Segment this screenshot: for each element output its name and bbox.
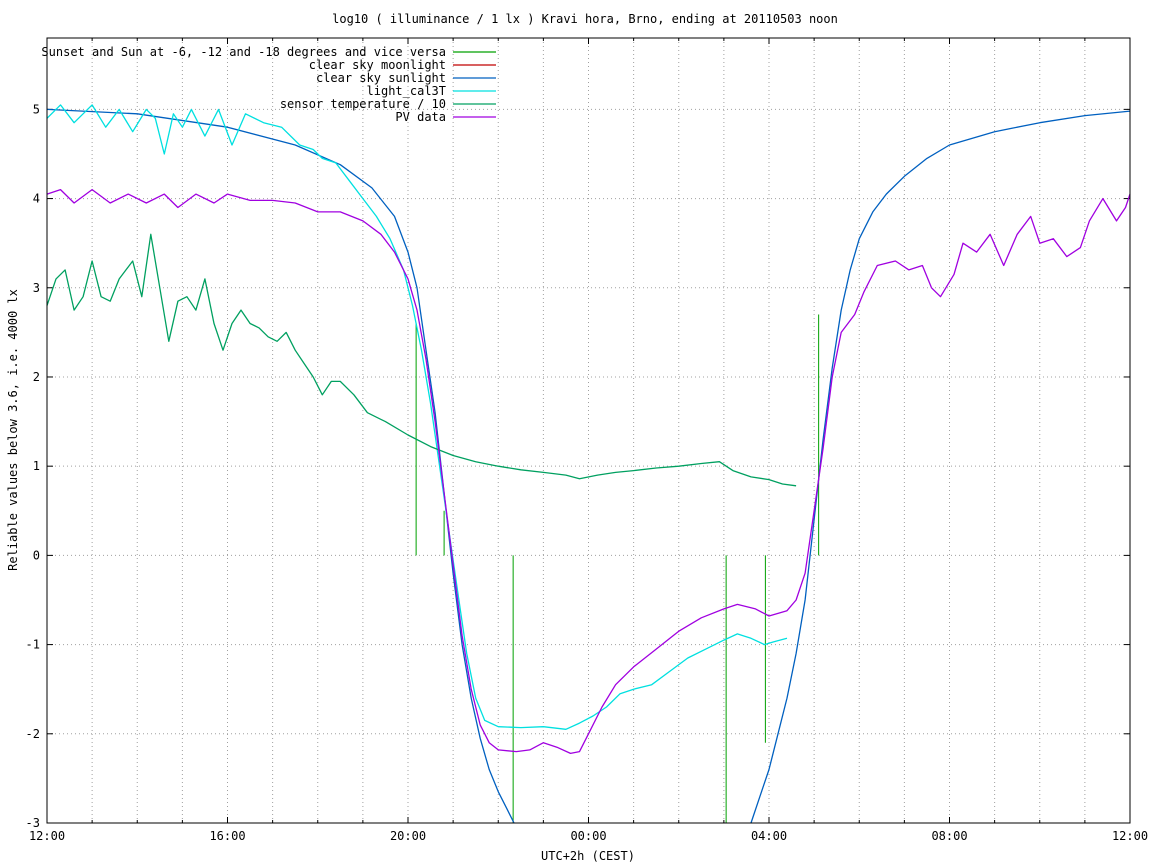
legend: Sunset and Sun at -6, -12 and -18 degree…: [41, 45, 496, 124]
y-tick-label: 4: [33, 192, 40, 206]
x-tick-labels: 12:00 16:00 20:00 00:00 04:00 08:00 12:00: [29, 829, 1148, 843]
legend-label: light_cal3T: [367, 84, 446, 98]
y-tick-label: 3: [33, 281, 40, 295]
series-line-clear-sky-sunlight-morning: [750, 110, 1131, 824]
legend-label: PV data: [395, 110, 446, 124]
series-line-clear-sky-sunlight: [46, 108, 515, 824]
x-tick-label: 00:00: [570, 829, 606, 843]
y-tick-label: 2: [33, 370, 40, 384]
y-tick-label: 5: [33, 102, 40, 116]
series-sun-altitude-markers: [415, 314, 820, 823]
grid-lines: [47, 38, 1130, 823]
legend-label: clear sky moonlight: [309, 58, 446, 72]
series-line-sensor-temperature-10: [46, 233, 797, 487]
y-tick-label: 1: [33, 459, 40, 473]
legend-label: clear sky sunlight: [316, 71, 446, 85]
y-axis-label: Reliable values below 3.6, i.e. 4000 lx: [6, 289, 20, 571]
series-line-light-cal3t: [46, 104, 788, 730]
x-tick-label: 16:00: [209, 829, 245, 843]
series-layer: [46, 104, 1131, 824]
legend-label: Sunset and Sun at -6, -12 and -18 degree…: [41, 45, 446, 59]
x-tick-label: 12:00: [1112, 829, 1148, 843]
chart-title: log10 ( illuminance / 1 lx ) Kravi hora,…: [332, 12, 838, 26]
x-tick-label: 04:00: [751, 829, 787, 843]
y-tick-label: -2: [26, 727, 40, 741]
x-tick-label: 20:00: [390, 829, 426, 843]
y-tick-label: 0: [33, 548, 40, 562]
y-tick-label: -1: [26, 638, 40, 652]
legend-label: sensor temperature / 10: [280, 97, 446, 111]
x-axis-label: UTC+2h (CEST): [541, 849, 635, 863]
series-line-pv-data: [46, 188, 1131, 755]
plot-frame: [46, 37, 1131, 824]
x-tick-label: 08:00: [931, 829, 967, 843]
y-tick-labels: -3 -2 -1 0 1 2 3 4 5: [26, 102, 40, 830]
x-tick-label: 12:00: [29, 829, 65, 843]
y-tick-label: -3: [26, 816, 40, 830]
